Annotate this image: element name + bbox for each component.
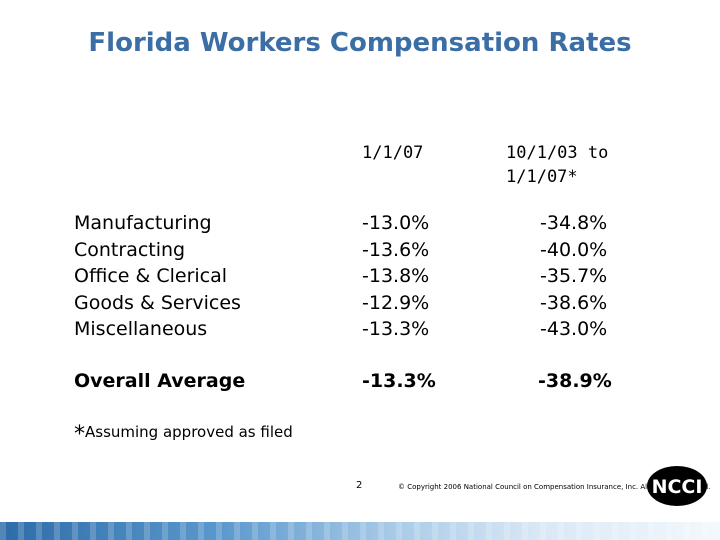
column-header-1-1-07: 1/1/07 [362,143,424,163]
column-1-values: -13.0% -13.6% -13.8% -12.9% -13.3% [362,210,429,343]
footer-band [0,522,720,540]
value-office-clerical-cumulative: -35.7% [540,265,608,287]
value-manufacturing-cumulative: -34.8% [540,212,608,234]
row-labels: Manufacturing Contracting Office & Cleri… [74,210,241,343]
footnote-text: Assuming approved as filed [85,423,293,441]
overall-average-cumulative: -38.9% [538,370,612,392]
copyright-notice: © Copyright 2006 National Council on Com… [398,483,711,491]
column-header-10-1-03-to-1-1-07: 10/1/03 to 1/1/07* [506,141,646,189]
column-2-values: -34.8% -40.0% -35.7% -38.6% -43.0% [540,210,607,343]
row-label-miscellaneous: Miscellaneous [74,318,208,340]
overall-average-label: Overall Average [74,370,246,392]
row-label-office-clerical: Office & Clerical [74,265,228,287]
overall-average-1-1-07: -13.3% [362,370,436,392]
ncci-logo-icon: NCCI [646,465,708,507]
value-miscellaneous-1-1-07: -13.3% [362,318,430,340]
page-number: 2 [356,480,363,491]
value-office-clerical-1-1-07: -13.8% [362,265,430,287]
value-manufacturing-1-1-07: -13.0% [362,212,430,234]
footnote: *Assuming approved as filed [74,422,293,447]
slide-title: Florida Workers Compensation Rates [88,28,632,58]
row-label-goods-services: Goods & Services [74,291,241,314]
ncci-logo-graphic: NCCI [647,466,707,506]
value-miscellaneous-cumulative: -43.0% [540,318,608,340]
value-goods-services-1-1-07: -12.9% [362,291,430,314]
row-label-manufacturing: Manufacturing [74,212,212,234]
value-contracting-cumulative: -40.0% [540,238,608,261]
column-header-line-1: 10/1/03 to [506,143,609,163]
logo-text: NCCI [652,476,703,498]
value-goods-services-cumulative: -38.6% [540,291,608,314]
footnote-asterisk: * [74,422,85,447]
footer-band-stripes [0,522,720,540]
value-contracting-1-1-07: -13.6% [362,238,430,261]
row-label-contracting: Contracting [74,238,186,261]
column-header-line-2: 1/1/07* [506,167,578,187]
